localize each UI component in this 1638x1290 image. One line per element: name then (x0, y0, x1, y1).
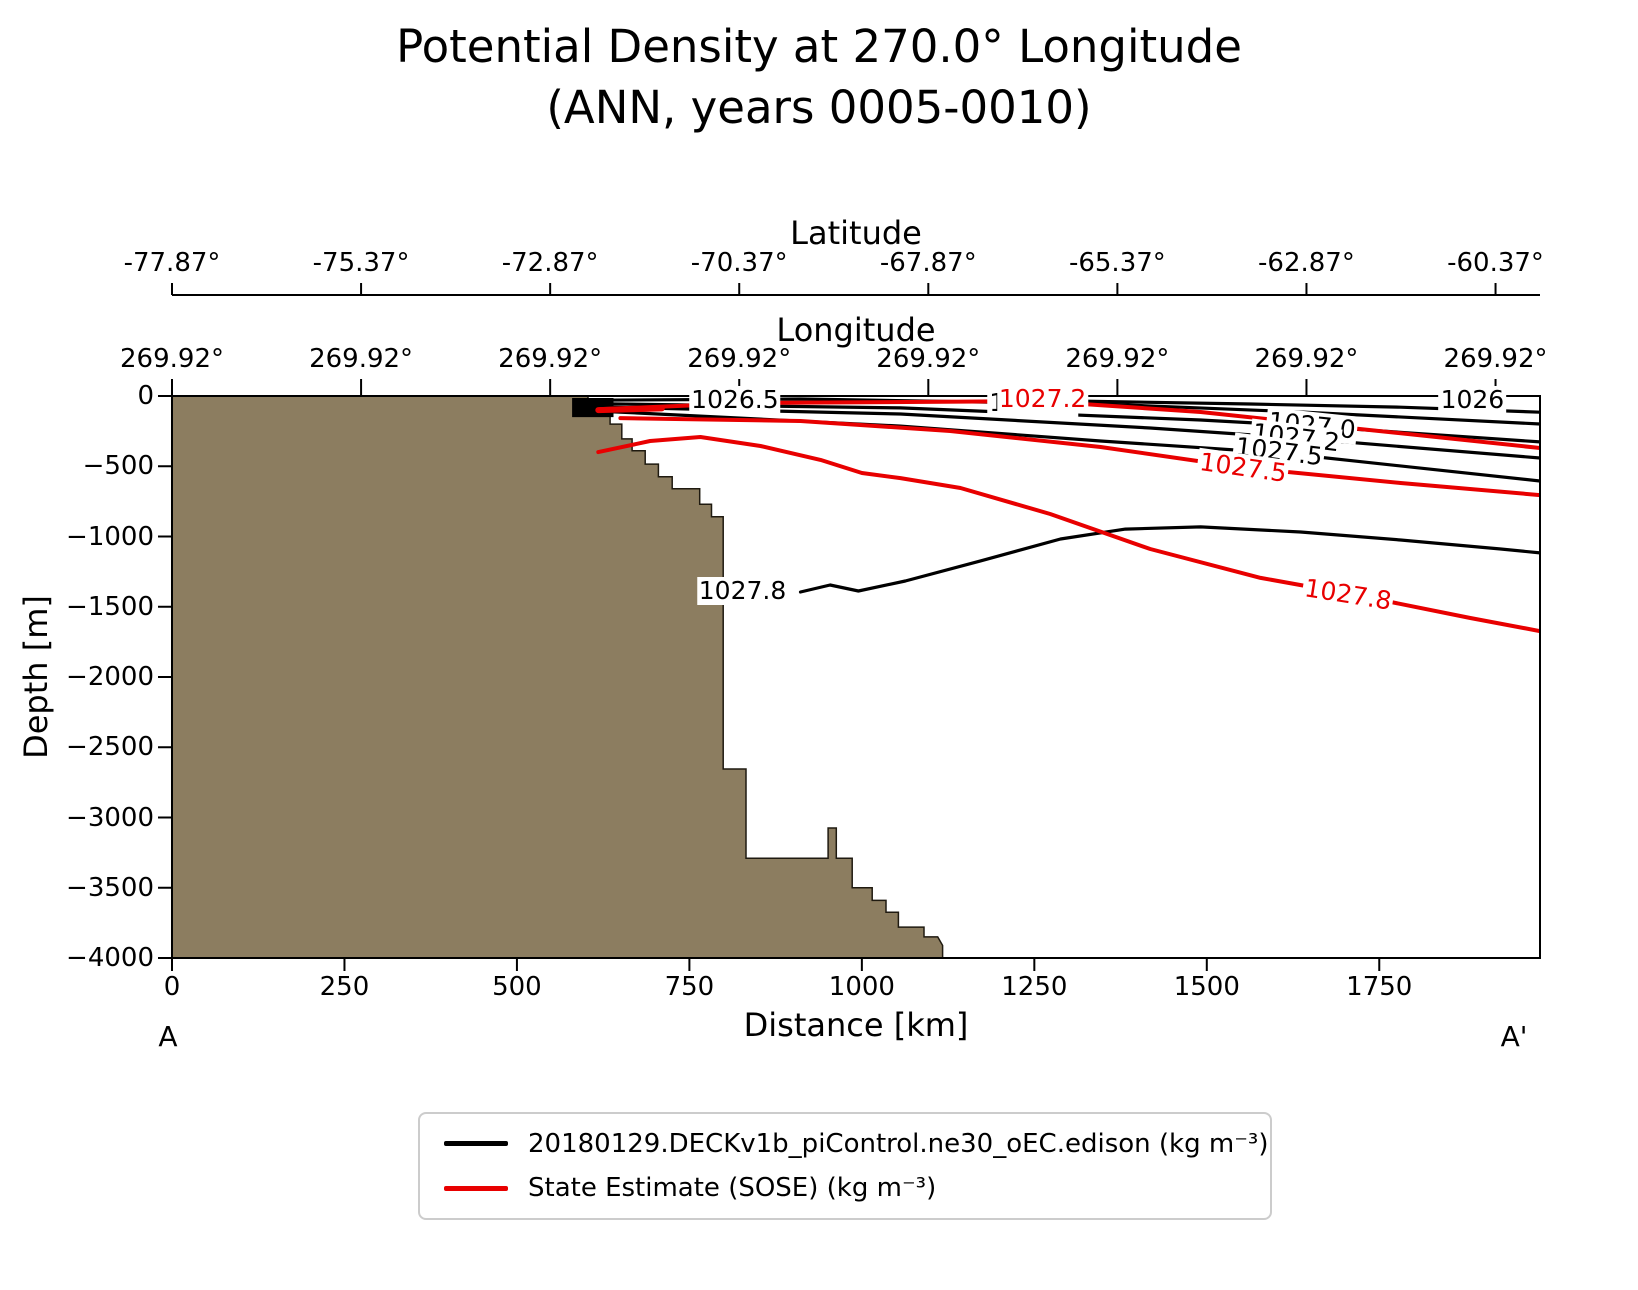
contour-line-model-1027.8 (798, 525, 1540, 594)
legend-label-sose: State Estimate (SOSE) (kg m⁻³) (528, 1173, 937, 1204)
latitude-tick-label: -77.87° (123, 248, 221, 278)
longitude-axis-title: Longitude (776, 311, 936, 349)
legend-item-sose: State Estimate (SOSE) (kg m⁻³) (444, 1173, 1270, 1203)
latitude-tick-label: -70.37° (690, 248, 788, 278)
chart-title-line1: Potential Density at 270.0° Longitude (396, 20, 1242, 73)
latitude-tick-label: -60.37° (1447, 248, 1544, 278)
latitude-tick-label: -67.87° (879, 248, 977, 278)
legend-item-model: 20180129.DECKv1b_piControl.ne30_oEC.edis… (444, 1129, 1270, 1159)
distance-tick-label: 750 (664, 972, 715, 1002)
longitude-tick-label: 269.92° (498, 344, 603, 374)
legend-label-model: 20180129.DECKv1b_piControl.ne30_oEC.edis… (528, 1128, 1269, 1159)
distance-axis-title: Distance [km] (743, 1006, 969, 1044)
section-start-label: A (158, 1020, 178, 1053)
contour-label-1026.5: 1026.5 (689, 385, 781, 415)
chart-title-line2: (ANN, years 0005-0010) (546, 81, 1092, 134)
section-end-label: A' (1500, 1020, 1528, 1053)
distance-tick-label: 1750 (1346, 972, 1413, 1002)
bathymetry-landmass (172, 396, 944, 958)
distance-tick-label: 0 (163, 972, 181, 1002)
latitude-tick-label: -65.37° (1068, 248, 1166, 278)
legend-line-model (444, 1141, 508, 1147)
contour-line-sose-surface-bundle (595, 405, 665, 414)
latitude-tick-label: -75.37° (312, 248, 410, 278)
longitude-tick-label: 269.92° (120, 344, 224, 374)
depth-tick-label: −500 (82, 451, 154, 482)
depth-tick-label: 0 (137, 381, 154, 411)
distance-tick-label: 250 (319, 972, 370, 1002)
latitude-axis-title: Latitude (790, 214, 922, 252)
distance-tick-label: 1250 (1001, 972, 1068, 1002)
legend: 20180129.DECKv1b_piControl.ne30_oEC.edis… (418, 1112, 1272, 1220)
longitude-tick-label: 269.92° (687, 344, 792, 374)
contour-label-1027.2: 1027.2 (996, 384, 1089, 414)
contour-label-1027.8: 1027.8 (696, 575, 789, 605)
depth-tick-label: −4000 (66, 943, 154, 973)
depth-tick-label: −1000 (66, 521, 154, 552)
contour-line-model-1027.2 (599, 405, 1540, 460)
chart-title: Potential Density at 270.0° Longitude (A… (0, 16, 1638, 138)
contour-line-sose-1027.5 (618, 416, 1540, 498)
distance-tick-label: 1500 (1173, 972, 1240, 1002)
longitude-tick-label: 269.92° (1443, 344, 1548, 374)
legend-line-sose (444, 1185, 508, 1191)
longitude-tick-label: 269.92° (309, 344, 414, 374)
longitude-tick-label: 269.92° (876, 344, 981, 374)
depth-tick-label: −2000 (66, 662, 154, 692)
latitude-tick-label: -62.87° (1258, 248, 1355, 278)
depth-tick-label: −2500 (66, 732, 154, 763)
contour-label-1026: 1026 (1438, 385, 1507, 415)
latitude-tick-label: -72.87° (501, 248, 599, 278)
longitude-tick-label: 269.92° (1065, 344, 1170, 374)
distance-tick-label: 500 (492, 972, 542, 1002)
depth-tick-label: −3500 (66, 872, 154, 903)
depth-tick-label: −3000 (66, 802, 154, 833)
longitude-tick-label: 269.92° (1254, 344, 1359, 374)
depth-tick-label: −1500 (66, 591, 154, 622)
distance-tick-label: 1000 (828, 972, 895, 1002)
